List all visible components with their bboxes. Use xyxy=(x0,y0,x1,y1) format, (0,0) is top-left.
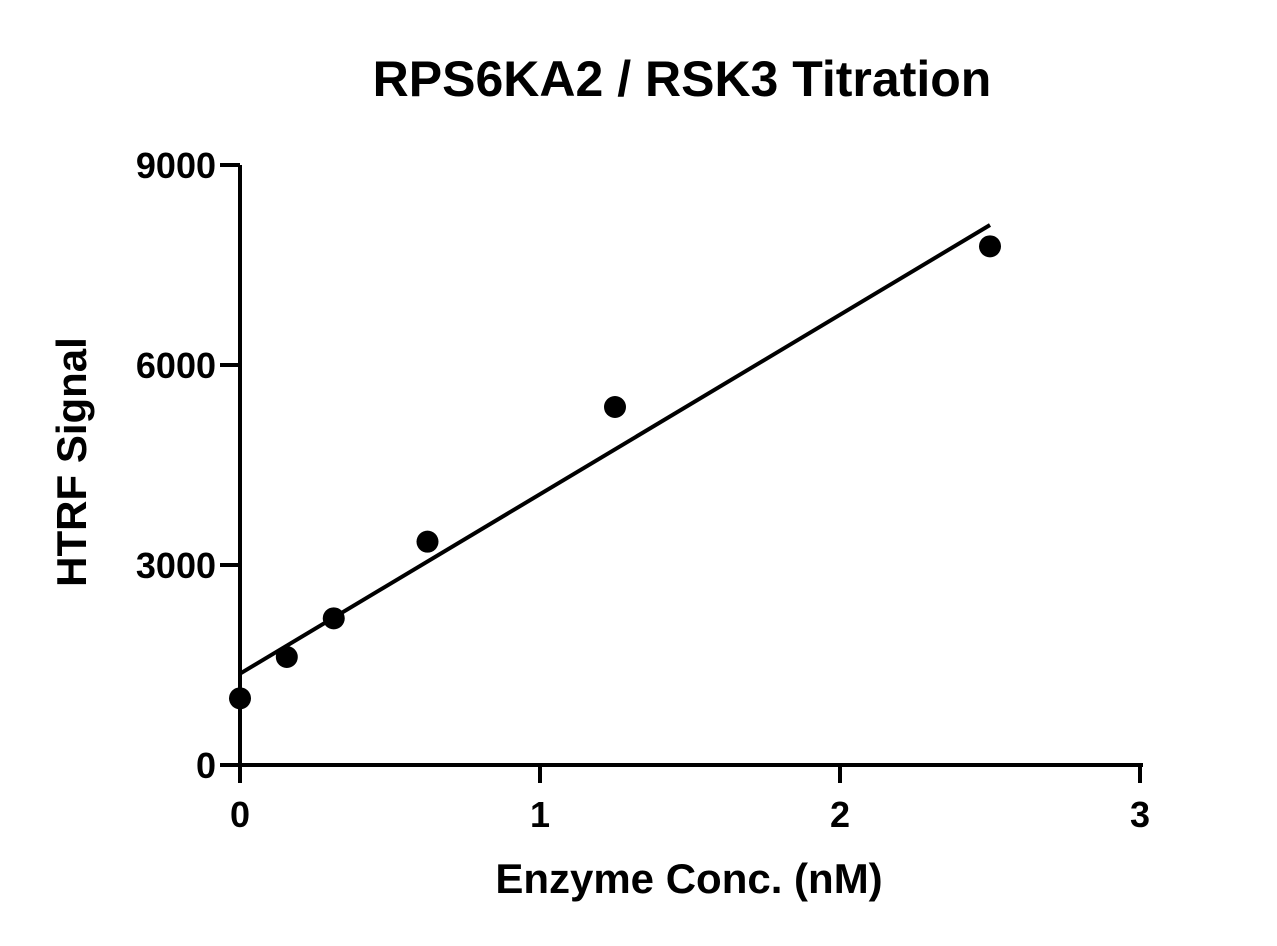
ticks xyxy=(220,163,1142,783)
x-tick-label: 3 xyxy=(1130,794,1150,835)
data-point xyxy=(322,607,345,630)
data-point xyxy=(604,396,626,418)
data-points xyxy=(229,235,1001,710)
linear-fit-line xyxy=(238,223,992,676)
y-tick-label: 6000 xyxy=(136,345,216,386)
y-axis-label: HTRF Signal xyxy=(48,337,95,587)
x-tick-label: 2 xyxy=(830,794,850,835)
data-point xyxy=(275,646,298,668)
y-tick-label: 3000 xyxy=(136,545,216,586)
axes xyxy=(238,165,1143,767)
x-axis-label: Enzyme Conc. (nM) xyxy=(495,855,882,902)
fit-line-group xyxy=(238,223,992,676)
data-point xyxy=(229,687,251,710)
chart-title: RPS6KA2 / RSK3 Titration xyxy=(373,51,992,107)
data-point xyxy=(416,530,439,553)
y-tick-label: 9000 xyxy=(136,145,216,186)
tick-labels: 0 1 2 3 0 3000 6000 9000 xyxy=(136,145,1150,835)
y-tick-label: 0 xyxy=(196,745,216,786)
data-point xyxy=(979,235,1001,258)
x-tick-label: 0 xyxy=(230,794,250,835)
x-tick-label: 1 xyxy=(530,794,550,835)
